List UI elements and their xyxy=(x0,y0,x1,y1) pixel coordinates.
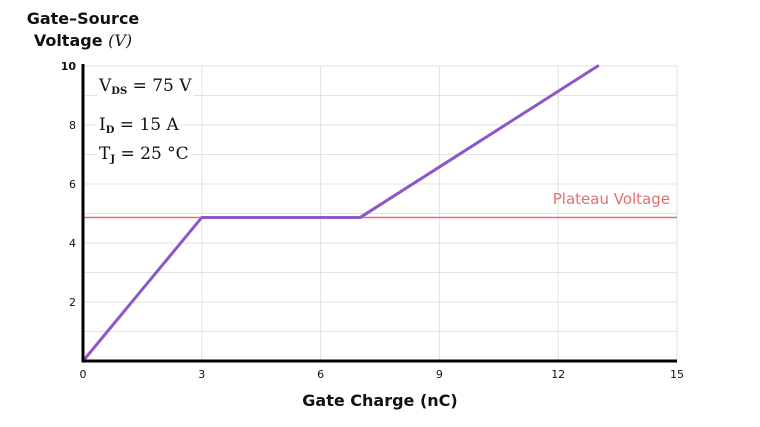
x-tick-label: 3 xyxy=(198,368,205,381)
x-tick-label: 15 xyxy=(670,368,684,381)
y-tick-label: 6 xyxy=(69,178,76,191)
x-tick-label: 6 xyxy=(317,368,324,381)
y-axis-title-line2: Voltage (V) xyxy=(33,31,133,50)
y-tick-label: 2 xyxy=(69,296,76,309)
annotation-id: ID = 15 A xyxy=(97,115,181,141)
y-tick-label: 10 xyxy=(61,60,77,73)
y-tick-label: 4 xyxy=(69,237,76,250)
y-axis-title-line1: Gate–Source xyxy=(26,9,140,28)
y-tick-label: 8 xyxy=(69,119,76,132)
y-axis-unit: (V) xyxy=(108,31,133,50)
x-tick-label: 9 xyxy=(436,368,443,381)
y-axis-title: Gate–Source Voltage (V) xyxy=(0,8,166,52)
annotation-tj: TJ = 25 °C xyxy=(97,144,191,170)
gate-charge-curve xyxy=(81,64,600,363)
x-tick-label: 12 xyxy=(551,368,565,381)
x-tick-label: 0 xyxy=(80,368,87,381)
plateau-voltage-label: Plateau Voltage xyxy=(552,190,670,208)
x-axis-title: Gate Charge (nC) xyxy=(302,391,458,410)
annotation-vds: VDS = 75 V xyxy=(97,76,194,102)
